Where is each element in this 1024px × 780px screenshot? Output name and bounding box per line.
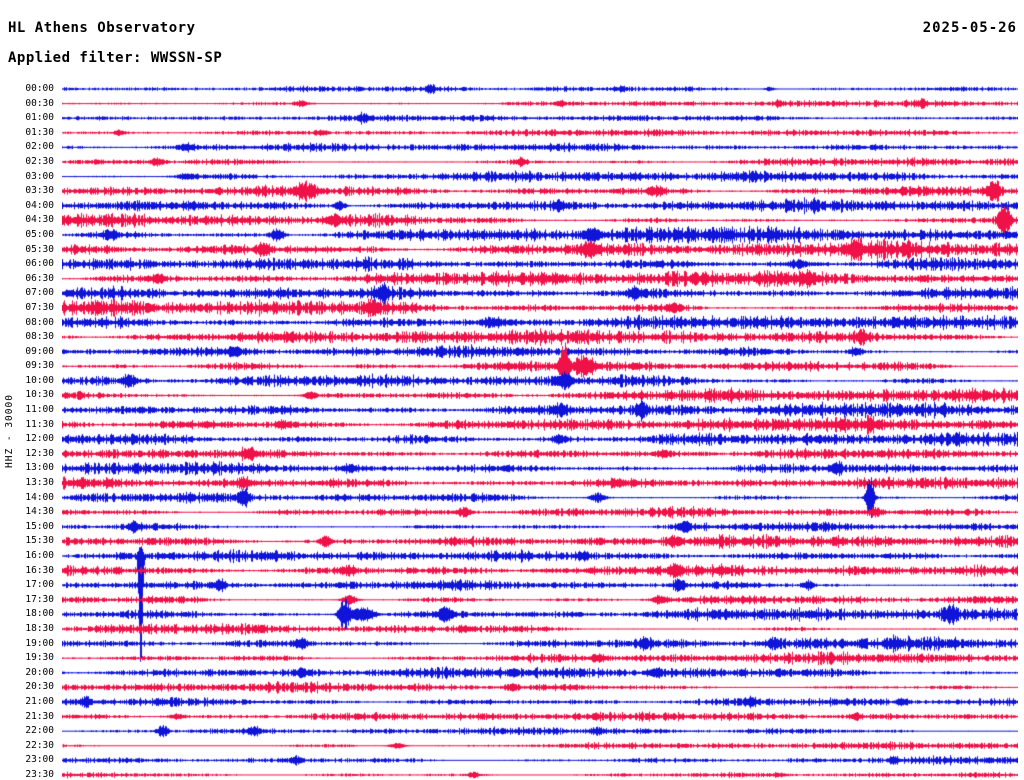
time-label: 17:30	[25, 593, 54, 605]
time-label: 05:00	[25, 228, 54, 240]
time-label: 18:30	[25, 623, 54, 634]
time-label: 23:30	[25, 768, 54, 780]
page-title: HL Athens Observatory	[8, 20, 196, 36]
time-label: 14:30	[25, 506, 54, 518]
time-label: 14:00	[25, 491, 54, 503]
filter-label: Applied filter: WWSSN-SP	[8, 50, 223, 66]
time-label: 23:00	[25, 754, 54, 766]
time-label: 22:30	[25, 739, 54, 751]
time-label: 08:00	[25, 316, 54, 328]
time-label: 15:00	[25, 520, 54, 532]
time-label: 02:00	[25, 141, 54, 153]
time-label: 20:00	[25, 666, 54, 678]
time-label: 00:00	[25, 83, 54, 94]
time-label: 21:30	[25, 710, 54, 722]
time-label: 11:30	[25, 418, 54, 430]
time-label: 13:00	[25, 462, 54, 474]
time-label: 16:30	[25, 564, 54, 576]
time-label: 06:30	[25, 272, 54, 284]
time-label: 07:30	[25, 301, 54, 313]
time-label: 09:00	[25, 345, 54, 357]
time-label: 01:30	[25, 126, 54, 138]
time-label: 03:30	[25, 185, 54, 197]
time-label: 01:00	[25, 112, 54, 124]
time-label: 03:00	[25, 170, 54, 182]
time-label: 04:30	[25, 214, 54, 226]
time-label: 19:00	[25, 637, 54, 649]
time-label: 12:30	[25, 447, 54, 459]
time-label: 21:00	[25, 695, 54, 707]
time-label: 07:00	[25, 287, 54, 299]
time-label: 19:30	[25, 652, 54, 664]
time-label: 17:00	[25, 579, 54, 591]
time-label: 10:00	[25, 374, 54, 386]
time-label: 10:30	[25, 389, 54, 401]
date-label: 2025-05-26	[922, 20, 1017, 36]
time-label: 08:30	[25, 331, 54, 343]
time-label: 05:30	[25, 243, 54, 255]
time-label: 18:00	[25, 608, 54, 620]
seismogram-canvas	[62, 80, 1018, 780]
time-label: 15:30	[25, 535, 54, 547]
time-label-column: 00:00 00:30 01:00 01:30 02:00 02:30 03:00 03:30…	[0, 0, 58, 780]
time-label: 00:30	[25, 97, 54, 109]
time-label: 11:00	[25, 404, 54, 416]
time-label: 09:30	[25, 360, 54, 372]
time-label: 06:00	[25, 258, 54, 270]
time-label: 22:00	[25, 725, 54, 737]
time-label: 04:00	[25, 199, 54, 211]
time-label: 13:30	[25, 477, 54, 489]
time-label: 16:00	[25, 550, 54, 562]
time-label: 12:00	[25, 433, 54, 445]
time-label: 02:30	[25, 155, 54, 167]
time-label: 20:30	[25, 681, 54, 693]
